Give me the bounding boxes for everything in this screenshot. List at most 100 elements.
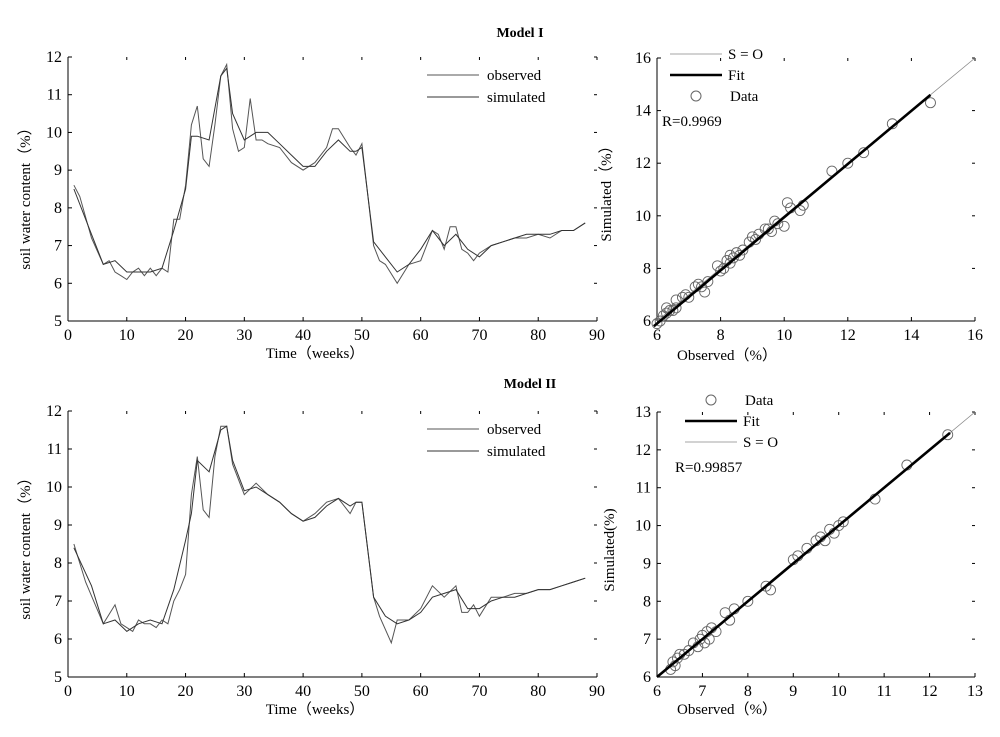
data-point (737, 244, 749, 256)
legend-label: S = O (743, 435, 778, 451)
legend-swatch-data (690, 90, 702, 102)
fit-line (656, 431, 951, 678)
data-point (746, 231, 758, 243)
x-tick-label: 12 (922, 683, 938, 700)
y-tick-label: 8 (54, 555, 62, 572)
y-tick-label: 5 (54, 669, 62, 686)
x-tick-label: 50 (354, 683, 370, 700)
legend-label: Fit (728, 68, 746, 84)
chart-title: Model I (496, 26, 543, 41)
legend-label: simulated (487, 444, 546, 460)
x-axis-label: Time（weeks） (266, 701, 365, 718)
legend-label: observed (487, 68, 542, 84)
data-point (727, 252, 739, 264)
data-point (762, 223, 774, 235)
data-point (724, 257, 736, 269)
panel-2: 6 8 10 12 14 16 6 8 10 12 14 16 Observed（%） Simulated… (598, 47, 983, 364)
legend-label: S = O (728, 47, 763, 63)
y-tick-label: 6 (643, 313, 651, 330)
x-tick-label: 60 (413, 683, 429, 700)
y-tick-label: 10 (46, 479, 62, 496)
y-tick-label: 12 (635, 442, 651, 459)
y-tick-label: 10 (635, 518, 651, 535)
x-tick-label: 0 (64, 327, 72, 344)
y-tick-label: 10 (46, 124, 62, 141)
data-point (778, 220, 790, 232)
data-point (837, 516, 849, 528)
series-line-simulated (73, 425, 586, 633)
y-tick-label: 11 (47, 441, 62, 458)
x-tick-label: 90 (589, 683, 605, 700)
y-tick-label: 16 (635, 50, 651, 67)
x-tick-label: 14 (903, 327, 919, 344)
data-point (858, 147, 870, 159)
x-tick-label: 0 (64, 683, 72, 700)
data-point (781, 197, 793, 209)
y-tick-label: 6 (54, 631, 62, 648)
legend-label: Data (745, 393, 774, 409)
y-tick-label: 12 (635, 155, 651, 172)
y-tick-label: 12 (46, 403, 62, 420)
data-point (742, 595, 754, 607)
data-point (667, 305, 679, 316)
panel-3: 0 10 20 30 40 50 60 70 80 90 5 6 7 8 9 10 11 12 Time（weeks… (17, 377, 605, 718)
x-tick-label: 60 (413, 327, 429, 344)
data-point (670, 294, 682, 306)
r-annotation: R=0.9969 (662, 114, 722, 130)
x-axis-label: Time（weeks） (266, 345, 365, 362)
y-tick-label: 13 (635, 404, 651, 421)
y-tick-label: 6 (54, 275, 62, 292)
x-tick-label: 80 (530, 683, 546, 700)
data-point (925, 97, 936, 109)
data-point (715, 265, 727, 277)
y-tick-label: 14 (635, 103, 651, 120)
legend-label: simulated (487, 90, 546, 106)
legend-label: Data (730, 89, 759, 105)
x-tick-label: 90 (589, 327, 605, 344)
fit-line (652, 93, 932, 328)
x-tick-label: 30 (236, 683, 252, 700)
y-tick-label: 12 (46, 49, 62, 66)
y-tick-label: 6 (643, 669, 651, 686)
data-point (724, 249, 736, 261)
data-point (734, 249, 746, 261)
y-tick-label: 9 (54, 162, 62, 179)
data-point (942, 429, 954, 441)
x-tick-label: 30 (236, 327, 252, 344)
x-tick-label: 40 (295, 683, 311, 700)
x-axis-label: Observed（%） (677, 347, 777, 364)
data-point (661, 302, 672, 314)
y-tick-label: 7 (643, 631, 651, 648)
x-tick-label: 8 (744, 683, 752, 700)
x-tick-label: 10 (119, 327, 135, 344)
x-tick-label: 16 (967, 327, 983, 344)
y-tick-label: 7 (54, 593, 62, 610)
y-tick-label: 7 (54, 238, 62, 255)
data-point (670, 302, 682, 314)
x-tick-label: 11 (876, 683, 891, 700)
x-tick-label: 70 (471, 683, 487, 700)
chart-title: Model II (504, 377, 557, 392)
y-tick-label: 8 (643, 593, 651, 610)
data-point (664, 305, 676, 316)
x-tick-label: 10 (831, 683, 847, 700)
data-point (683, 291, 695, 303)
data-point (765, 584, 777, 596)
y-tick-label: 9 (643, 555, 651, 572)
x-tick-label: 7 (698, 683, 706, 700)
x-tick-label: 8 (717, 327, 725, 344)
legend-swatch-data (705, 394, 717, 406)
x-tick-label: 20 (178, 683, 194, 700)
x-axis-label: Observed（%） (677, 701, 777, 718)
data-point (750, 234, 762, 245)
data-point (711, 260, 723, 272)
x-tick-label: 6 (653, 683, 661, 700)
legend-label: observed (487, 422, 542, 438)
panel-4: 6 7 8 9 10 11 12 13 6 7 8 9 10 11 12 13 Observed（%） Simul… (602, 393, 983, 718)
panel-1: 0 10 20 30 40 50 60 70 80 90 5 6 7 8 9 10 11 12 Time（weeks… (17, 26, 605, 362)
x-tick-label: 50 (354, 327, 370, 344)
x-tick-label: 9 (789, 683, 797, 700)
x-tick-label: 10 (776, 327, 792, 344)
y-tick-label: 9 (54, 517, 62, 534)
y-tick-label: 10 (635, 208, 651, 225)
